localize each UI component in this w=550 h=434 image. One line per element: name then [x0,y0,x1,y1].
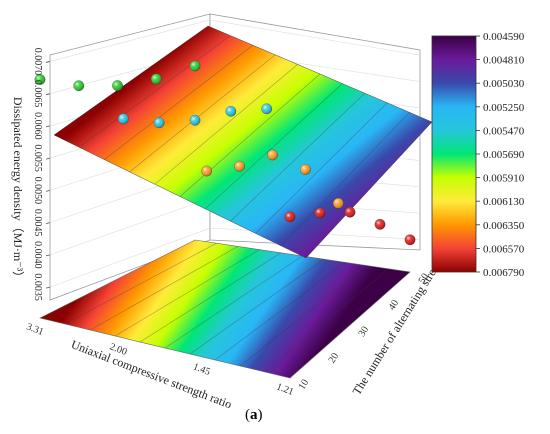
data-point [267,149,278,161]
z-tick-label: 0.0070 [32,48,43,76]
floor-contour-lines [64,242,389,373]
colorbar-tick-label: 0.005690 [483,149,525,161]
colorbar-tick-label: 0.004810 [483,55,525,67]
z-tick-label: 0.0035 [32,273,43,301]
floor-contour [214,262,346,361]
z-tick-label: 0.0050 [32,177,43,205]
z-tick-mark [45,222,51,225]
surface-contour [255,102,388,234]
z-tick-mark [45,61,51,63]
colorbar [431,35,477,273]
colorbar-tick-label: 0.004590 [483,31,525,43]
colorbar-tick-label: 0.005470 [483,125,525,137]
z-tick-label: 0.0040 [32,241,43,268]
floor-contour [89,246,239,331]
floor-projection [39,239,411,379]
x-tick-label: 1.45 [191,361,211,378]
colorbar-ticks: 0.004590 0.004810 0.005030 0.005250 0.005470… [476,31,525,279]
data-point [234,160,245,172]
y-tick-label: 50 [417,272,432,286]
floor-contour [139,252,282,343]
data-point [73,80,85,92]
surface-contour [129,54,276,173]
z-tick-mark [45,125,51,128]
data-point [150,73,162,85]
grid-line [49,19,421,62]
surface-contour [204,83,343,210]
colorbar-tick-label: 0.006130 [483,196,525,208]
floor-contour [164,255,303,349]
floor-contour [239,265,368,367]
y-tick-label: 30 [357,325,372,339]
data-point [112,80,123,91]
surface-contour [154,64,298,185]
data-point [300,164,311,175]
colorbar-tick-label: 0.005910 [483,173,525,185]
colorbar-tick-label: 0.006570 [483,243,525,255]
z-tick-mark [45,157,51,160]
surface-contour [230,92,366,222]
data-point [314,207,326,219]
z-tick-mark [45,286,51,289]
x-tick-label: 3.31 [25,321,45,338]
surface-contour [79,35,231,148]
data-point [332,197,344,209]
grid-line [49,227,421,288]
floor-contour [64,242,217,325]
y-tick-label: 10 [297,378,312,392]
colorbar-tick-label: 0.005250 [483,102,525,114]
surface-contour [104,44,253,160]
data-point [201,165,213,177]
surface-contour-lines [79,35,410,246]
y-tick-label: 20 [327,351,342,365]
colorbar-tick-label: 0.005030 [483,78,525,90]
z-tick-label: 0.0055 [32,144,43,172]
z-axis-ticks: 0.0035 0.0040 0.0045 0.0050 0.0055 0.0060 0.00… [32,48,51,301]
data-points [34,60,416,246]
data-point [344,206,356,218]
panel-label: (a) [245,407,263,423]
x-tick-label: 1.21 [275,381,295,398]
floor-contour [114,249,260,337]
data-point [153,117,165,129]
data-point [117,113,129,125]
z-tick-mark [45,190,51,192]
z-tick-label: 0.0060 [32,112,43,140]
z-axis-title: Dissipated energy density（MJ·m⁻³） [11,97,25,283]
data-point [189,60,201,72]
z-tick-label: 0.0065 [32,80,43,108]
data-point [284,211,296,223]
data-point [374,219,386,230]
floor-contour [189,258,325,355]
data-point [34,74,46,85]
y-tick-label: 40 [387,298,402,312]
floor-contour [264,268,389,373]
data-point [404,234,416,246]
colorbar-tick-label: 0.006790 [483,267,525,279]
data-point [189,114,201,126]
surface-contour [280,112,410,246]
colorbar-tick-label: 0.006350 [483,220,525,232]
z-tick-mark [45,93,51,96]
data-point [225,105,237,117]
z-tick-label: 0.0045 [32,209,43,237]
data-point [261,103,273,115]
z-tick-mark [45,254,51,257]
y-axis-ticks: 10 20 30 40 50 [297,272,432,392]
surface-contour [179,73,321,197]
